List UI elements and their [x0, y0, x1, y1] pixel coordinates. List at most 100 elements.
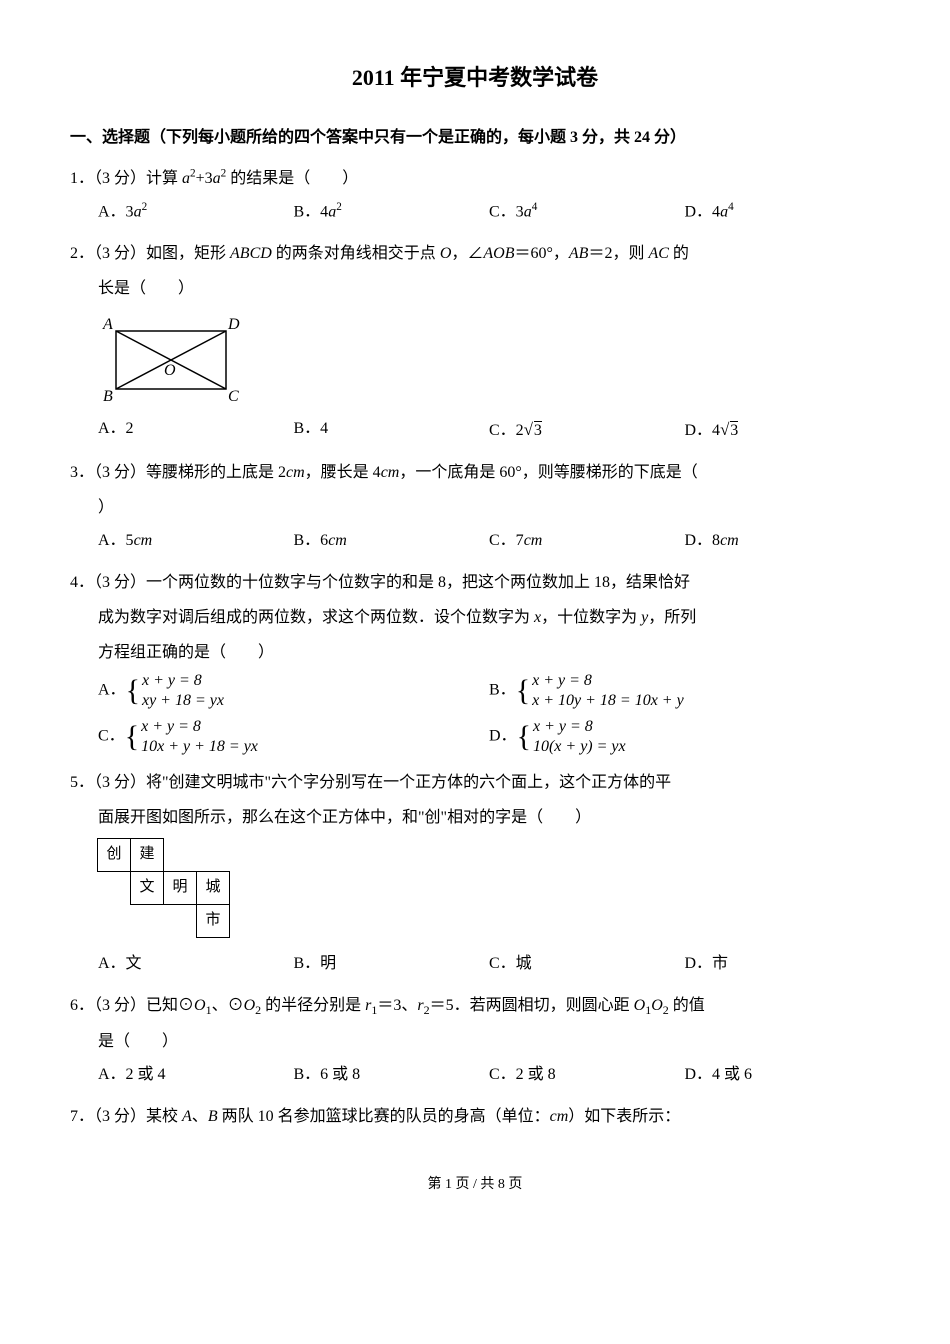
q3-opt-b: B．6cm: [294, 525, 490, 557]
q1-d-exp: 4: [728, 201, 734, 213]
q2-t3: ，∠: [451, 245, 483, 262]
q1-d-pre: D．4: [685, 203, 721, 220]
q6-opt-a: A．2 或 4: [98, 1059, 294, 1091]
question-6: 6．（3 分）已知⊙O1、⊙O2 的半径分别是 r1＝3、r2＝5．若两圆相切，…: [70, 988, 880, 1091]
q3-c-pre: C．7: [489, 532, 524, 549]
exam-title: 2011 年宁夏中考数学试卷: [70, 60, 880, 95]
q6-t6: 的值: [669, 997, 705, 1014]
q5-opt-a: A．文: [98, 948, 294, 980]
question-5: 5．（3 分）将"创建文明城市"六个字分别写在一个正方体的六个面上，这个正方体的…: [70, 765, 880, 980]
q3-c-u: cm: [524, 532, 543, 549]
q6-t2: 、⊙: [212, 997, 244, 1014]
q3-opt-d: D．8cm: [685, 525, 881, 557]
q3-t2: ，腰长是 4: [305, 464, 381, 481]
q4-c-label: C．: [98, 727, 125, 744]
q2-d-rad: 3: [730, 421, 738, 439]
q3-cm1: cm: [286, 464, 305, 481]
cube-cell: 明: [163, 871, 197, 905]
q1-stem: 1．（3 分）计算 a2+3a2 的结果是（ ）: [70, 161, 880, 196]
q1-opt-d: D．4a4: [685, 196, 881, 228]
q6-opt-d: D．4 或 6: [685, 1059, 881, 1091]
q1-text: 1．（3 分）计算: [70, 170, 182, 187]
q6-t5: ＝5．若两圆相切，则圆心距: [430, 997, 634, 1014]
q1-options: A．3a2 B．4a2 C．3a4 D．4a4: [98, 196, 880, 228]
q7-t3: 两队 10 名参加篮球比赛的队员的身高（单位：: [218, 1108, 550, 1125]
fig-label-a: A: [102, 316, 113, 333]
q2-abcd: ABCD: [230, 245, 272, 262]
q6-o1: O: [194, 997, 206, 1014]
q5-opt-c: C．城: [489, 948, 685, 980]
q6-o1b: O: [634, 997, 646, 1014]
q2-opt-c: C．2 3: [489, 413, 685, 447]
q3-b-pre: B．6: [294, 532, 329, 549]
q2-c-rad: 3: [534, 421, 542, 439]
q4-a-l2: xy + 18 = yx: [142, 692, 224, 709]
q2-d-radical: 3: [720, 422, 738, 439]
q4-opt-d: D．{x + y = 810(x + y) = yx: [489, 717, 880, 757]
q1-opt-a: A．3a2: [98, 196, 294, 228]
q3-stem: 3．（3 分）等腰梯形的上底是 2cm，腰长是 4cm，一个底角是 60°，则等…: [70, 455, 880, 490]
q2-opt-a: A．2: [98, 413, 294, 447]
q2-c-pre: C．2: [489, 422, 524, 439]
q1-a-exp: 2: [142, 201, 148, 213]
q7-t1: 7．（3 分）某校: [70, 1108, 182, 1125]
q4-a-l1: x + y = 8: [142, 672, 202, 689]
q4-opt-c: C．{x + y = 810x + y + 18 = yx: [98, 717, 489, 757]
q4-b-l1: x + y = 8: [532, 672, 592, 689]
q2-ab: AB: [569, 245, 589, 262]
q4-c-l2: 10x + y + 18 = yx: [141, 738, 258, 755]
q4-opt-a: A．{x + y = 8xy + 18 = yx: [98, 671, 489, 711]
q1-d-var: a: [720, 203, 728, 220]
q1-b-var: a: [328, 203, 336, 220]
cube-spacer: [130, 904, 164, 938]
q3-cm2: cm: [381, 464, 400, 481]
q4-opts-row1: A．{x + y = 8xy + 18 = yx B．{x + y = 8x +…: [98, 671, 880, 711]
q4-c-system: x + y = 8 10x + y + 18 = yx: [141, 717, 258, 757]
q6-stem: 6．（3 分）已知⊙O1、⊙O2 的半径分别是 r1＝3、r2＝5．若两圆相切，…: [70, 988, 880, 1024]
q7-t2: 、: [192, 1108, 208, 1125]
cube-cell: 创: [97, 838, 131, 872]
q2-aob: AOB: [483, 245, 514, 262]
q6-opt-b: B．6 或 8: [294, 1059, 490, 1091]
cube-row-3: 市: [98, 905, 880, 938]
q7-B: B: [208, 1108, 218, 1125]
q4-a-label: A．: [98, 681, 126, 698]
fig-label-c: C: [228, 388, 239, 403]
q4-b-label: B．: [489, 681, 516, 698]
q2-stem: 2．（3 分）如图，矩形 ABCD 的两条对角线相交于点 O，∠AOB＝60°，…: [70, 236, 880, 271]
q3-t3: ，一个底角是 60°，则等腰梯形的下底是（: [399, 464, 697, 481]
q6-options: A．2 或 4 B．6 或 8 C．2 或 8 D．4 或 6: [98, 1059, 880, 1091]
q4-a-system: x + y = 8 xy + 18 = yx: [142, 671, 224, 711]
q4-d-label: D．: [489, 727, 517, 744]
cube-row-2: 文 明 城: [98, 872, 880, 905]
q1-mid: +3: [196, 170, 213, 187]
q4-b-system: x + y = 8x + 10y + 18 = 10x + y: [532, 671, 684, 711]
q5-opt-d: D．市: [685, 948, 881, 980]
q6-o2: O: [244, 997, 256, 1014]
q4-line3: 方程组正确的是（ ）: [98, 635, 880, 670]
q2-ac: AC: [648, 245, 668, 262]
section-1-heading: 一、选择题（下列每小题所给的四个答案中只有一个是正确的，每小题 3 分，共 24…: [70, 125, 880, 151]
q3-opt-c: C．7cm: [489, 525, 685, 557]
q3-a-pre: A．5: [98, 532, 134, 549]
q6-t1: 6．（3 分）已知⊙: [70, 997, 194, 1014]
q1-b-exp: 2: [336, 201, 342, 213]
q4-d-l1: x + y = 8: [533, 718, 593, 735]
q1-var-a: a: [182, 170, 190, 187]
q2-t4: ＝60°，: [515, 245, 569, 262]
cube-cell: 城: [196, 871, 230, 905]
q3-b-u: cm: [328, 532, 347, 549]
q5-options: A．文 B．明 C．城 D．市: [98, 948, 880, 980]
page-footer: 第 1 页 / 共 8 页: [70, 1174, 880, 1196]
q4-c-l1: x + y = 8: [141, 718, 201, 735]
q7-A: A: [182, 1108, 192, 1125]
q4-d-l2: 10(x + y) = yx: [533, 738, 626, 755]
q4-d-system: x + y = 8 10(x + y) = yx: [533, 717, 626, 757]
q6-t4: ＝3、: [377, 997, 417, 1014]
q1-a-pre: A．3: [98, 203, 134, 220]
q2-options: A．2 B．4 C．23 D．43: [98, 413, 880, 447]
q3-d-pre: D．8: [685, 532, 721, 549]
question-2: 2．（3 分）如图，矩形 ABCD 的两条对角线相交于点 O，∠AOB＝60°，…: [70, 236, 880, 446]
q1-suffix: 的结果是（ ）: [226, 170, 358, 187]
q2-o: O: [440, 245, 452, 262]
